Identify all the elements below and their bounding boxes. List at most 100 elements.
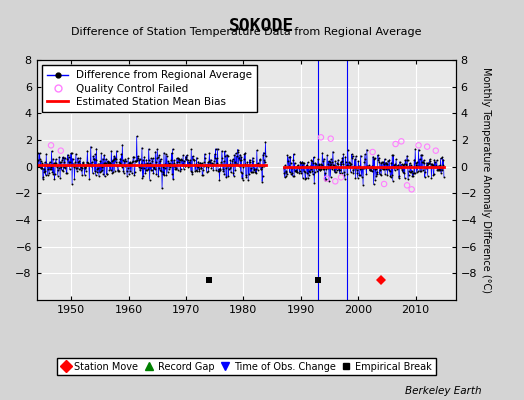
Point <box>113 167 122 173</box>
Point <box>222 174 231 180</box>
Point <box>388 177 397 184</box>
Point <box>374 157 383 164</box>
Point <box>103 171 111 178</box>
Point <box>219 166 227 172</box>
Point <box>123 168 131 174</box>
Point <box>376 167 385 173</box>
Point <box>429 172 438 178</box>
Point <box>432 157 441 164</box>
Point <box>198 172 206 178</box>
Point <box>342 159 350 166</box>
Point <box>368 163 376 169</box>
Point <box>347 160 355 167</box>
Point <box>151 166 159 173</box>
Point <box>282 168 291 174</box>
Point <box>421 174 429 180</box>
Point <box>410 170 419 176</box>
Point <box>291 167 300 173</box>
Point <box>308 158 316 164</box>
Point <box>166 164 174 171</box>
Point <box>300 168 309 175</box>
Point <box>187 146 195 152</box>
Point <box>124 155 132 162</box>
Point <box>120 158 128 164</box>
Point <box>54 165 63 171</box>
Point <box>83 148 92 154</box>
Point <box>316 161 325 167</box>
Point <box>341 154 350 160</box>
Point <box>297 170 305 176</box>
Point <box>40 169 49 175</box>
Point <box>413 167 422 174</box>
Point <box>387 174 395 180</box>
Point <box>168 170 176 177</box>
Point <box>258 178 266 185</box>
Point <box>315 161 323 168</box>
Point <box>161 165 169 171</box>
Point <box>205 150 214 157</box>
Point <box>66 159 74 165</box>
Point <box>108 170 116 177</box>
Point <box>359 164 368 170</box>
Point <box>129 154 137 160</box>
Point <box>129 154 138 160</box>
Point <box>429 162 437 168</box>
Point <box>172 166 181 172</box>
Point <box>423 144 431 150</box>
Point <box>239 176 247 183</box>
Point <box>253 161 261 168</box>
Point <box>97 167 106 174</box>
Point <box>193 168 202 174</box>
Point <box>173 155 181 162</box>
Point <box>311 165 320 171</box>
Point <box>176 168 184 174</box>
Point <box>411 160 420 166</box>
Point <box>241 150 249 156</box>
Point <box>322 163 331 170</box>
Point <box>239 164 248 170</box>
Point <box>110 153 118 159</box>
Point <box>168 150 176 156</box>
Point <box>228 156 237 163</box>
Point <box>393 162 401 169</box>
Point <box>419 159 428 166</box>
Point <box>163 169 172 175</box>
Point <box>232 161 241 167</box>
Point <box>386 173 395 179</box>
Point <box>119 168 127 174</box>
Point <box>432 148 440 154</box>
Point <box>294 164 303 170</box>
Point <box>291 168 299 174</box>
Point <box>53 172 62 179</box>
Point <box>36 165 45 171</box>
Point <box>381 171 389 177</box>
Point <box>283 152 292 159</box>
Point <box>217 159 226 165</box>
Point <box>78 164 86 171</box>
Point <box>189 156 198 162</box>
Point <box>397 165 405 171</box>
Point <box>122 162 130 168</box>
Point <box>118 157 127 163</box>
Point <box>246 168 255 175</box>
Point <box>79 160 88 166</box>
Point <box>135 164 143 170</box>
Point <box>60 164 68 170</box>
Point <box>422 164 430 170</box>
Point <box>331 178 340 184</box>
Point <box>215 177 224 184</box>
Point <box>402 157 411 163</box>
Point <box>257 164 266 170</box>
Point <box>326 158 334 165</box>
Point <box>341 175 349 182</box>
Point <box>218 154 226 161</box>
Point <box>89 153 97 160</box>
Point <box>422 159 431 166</box>
Point <box>242 172 250 178</box>
Point <box>154 173 162 179</box>
Point <box>59 155 67 161</box>
Point <box>69 164 78 170</box>
Point <box>439 162 447 168</box>
Point <box>217 160 225 167</box>
Point <box>118 164 126 170</box>
